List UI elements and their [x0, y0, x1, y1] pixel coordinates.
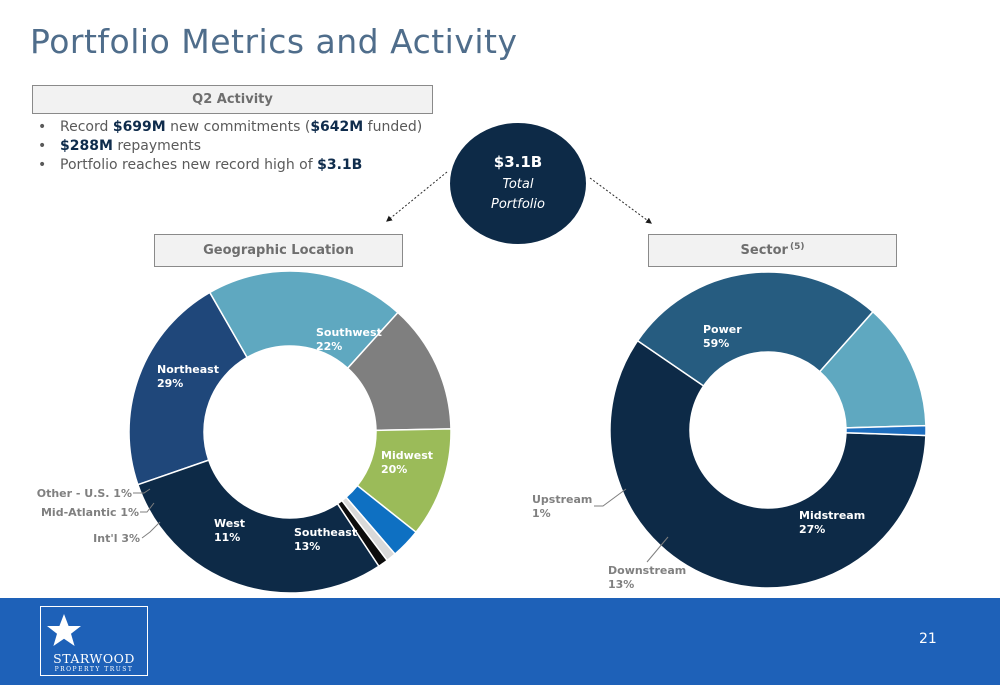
bullet-commitments: Record $699M new commitments ($642M fund…: [36, 118, 422, 137]
leader-intl: [141, 521, 161, 539]
bullet-repayments: $288M repayments: [36, 137, 422, 156]
bullet-record-high: Portfolio reaches new record high of $3.…: [36, 156, 422, 175]
label-power: Power 59%: [703, 323, 742, 350]
q2-activity-header: Q2 Activity: [32, 85, 433, 114]
page-number: 21: [919, 631, 937, 647]
footer-bar: [0, 598, 1000, 685]
logo-name: STARWOOD: [53, 651, 135, 666]
leader-upstream: [594, 488, 627, 507]
geo-donut: [128, 270, 452, 594]
page-title: Portfolio Metrics and Activity: [30, 22, 518, 61]
sector-donut: [609, 271, 927, 589]
label-downstream: Downstream 13%: [608, 564, 686, 591]
geo-slice-northeast: [136, 459, 380, 594]
label-intl: Int'l 3%: [93, 532, 140, 545]
total-label-line1: Total: [502, 177, 534, 192]
sector-labels: Power 59% Midstream 27% Upstream 1% Downstream…: [532, 323, 865, 591]
sector-slice-power: [609, 339, 927, 589]
label-southwest: Southwest 22%: [316, 326, 382, 353]
label-southeast: Southeast 13%: [294, 526, 357, 553]
label-mid-atlantic: Mid-Atlantic 1%: [41, 506, 139, 519]
label-midwest: Midwest 20%: [381, 449, 433, 476]
geographic-location-header: Geographic Location: [154, 234, 403, 267]
logo-subtitle: PROPERTY TRUST: [54, 666, 134, 673]
sector-header: Sector (5): [648, 234, 897, 267]
leader-mid-atlantic: [140, 502, 155, 513]
star-icon: [47, 614, 81, 646]
q2-activity-list: Record $699M new commitments ($642M fund…: [36, 118, 422, 175]
sector-slice-midstream: [636, 271, 874, 387]
leader-downstream: [646, 536, 669, 563]
label-upstream: Upstream 1%: [532, 493, 592, 520]
label-northeast: Northeast 29%: [157, 363, 219, 390]
arrow-to-sector: [589, 177, 652, 224]
sector-footnote: (5): [789, 242, 805, 252]
geo-slice-midwest: [208, 270, 399, 370]
charts-canvas: Southwest 22% Northeast 29% Midwest 20% West 11…: [37, 171, 927, 594]
arrow-to-geographic: [386, 171, 448, 222]
total-value: $3.1B: [493, 153, 543, 171]
starwood-logo: STARWOOD PROPERTY TRUST: [40, 606, 148, 676]
label-west: West 11%: [214, 517, 245, 544]
sector-slice-upstream: [845, 424, 927, 437]
total-portfolio-circle: $3.1B Total Portfolio: [450, 123, 586, 244]
total-label-line2: Portfolio: [491, 197, 545, 212]
leader-other-us: [133, 488, 151, 494]
geo-labels: Southwest 22% Northeast 29% Midwest 20% West 11…: [37, 326, 433, 553]
label-other-us: Other - U.S. 1%: [37, 487, 132, 500]
label-midstream: Midstream 27%: [799, 509, 865, 536]
geo-slice-southwest: [128, 291, 249, 486]
